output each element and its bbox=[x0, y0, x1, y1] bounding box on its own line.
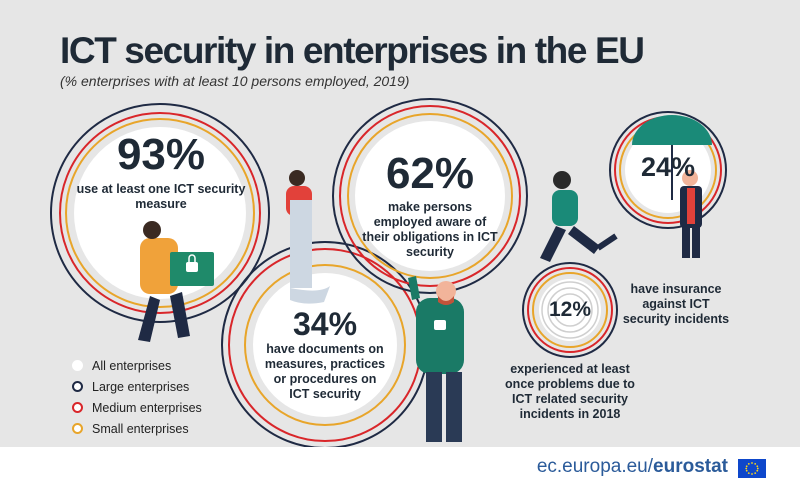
stat-62-desc-line: their obligations in ICT bbox=[362, 230, 498, 244]
stat-62-desc-line: security bbox=[406, 245, 454, 259]
stat-62: 62% make persons employed aware of their… bbox=[360, 152, 500, 260]
stat-34-desc-line: measures, practices bbox=[264, 357, 386, 371]
footer-brand: eurostat bbox=[653, 456, 728, 477]
stat-34: 34% have documents on measures, practice… bbox=[255, 308, 395, 402]
legend-item-all: All enterprises bbox=[72, 355, 202, 376]
legend: All enterprises Large enterprises Medium… bbox=[72, 355, 202, 439]
person-laptop-illustration bbox=[138, 221, 214, 342]
legend-swatch bbox=[72, 381, 83, 392]
footer-site: ec.europa.eu/ bbox=[536, 456, 654, 477]
stat-34-desc-line: or procedures on bbox=[273, 372, 377, 386]
legend-item-small: Small enterprises bbox=[72, 418, 202, 439]
legend-label: Small enterprises bbox=[92, 421, 189, 436]
legend-item-medium: Medium enterprises bbox=[72, 397, 202, 418]
stat-24-desc-line: security incidents bbox=[622, 312, 730, 326]
stat-12-desc-line: incidents in 2018 bbox=[519, 407, 621, 421]
stat-12-desc: experienced at least once problems due t… bbox=[500, 362, 640, 422]
man-lock-illustration bbox=[408, 276, 464, 442]
stat-24: 24% bbox=[640, 154, 696, 181]
stressed-person-illustration bbox=[540, 171, 618, 262]
stat-93-desc-line: measure bbox=[135, 197, 187, 211]
stat-62-value: 62% bbox=[385, 149, 475, 198]
stat-34-desc-line: have documents on bbox=[266, 342, 384, 356]
stat-12-desc-line: once problems due to bbox=[505, 377, 635, 391]
legend-label: Medium enterprises bbox=[92, 400, 202, 415]
legend-item-large: Large enterprises bbox=[72, 376, 202, 397]
woman-scroll-illustration bbox=[286, 170, 330, 304]
bubble-34-rings bbox=[221, 241, 429, 449]
stat-24-desc-line: have insurance bbox=[630, 282, 722, 296]
stat-62-desc-line: employed aware of bbox=[373, 215, 487, 229]
stat-34-value: 34% bbox=[292, 306, 358, 342]
legend-swatch bbox=[72, 360, 83, 371]
stat-93-desc: use at least one ICT security measure bbox=[68, 182, 254, 212]
legend-label: All enterprises bbox=[92, 358, 172, 373]
stat-12-desc-line: ICT related security bbox=[511, 392, 628, 406]
stat-93: 93% use at least one ICT security measur… bbox=[68, 133, 254, 212]
stat-24-value: 24% bbox=[640, 152, 696, 182]
legend-swatch bbox=[72, 423, 83, 434]
stat-62-desc: make persons employed aware of their obl… bbox=[360, 200, 500, 260]
stat-34-desc: have documents on measures, practices or… bbox=[255, 342, 395, 402]
man-umbrella-illustration bbox=[632, 115, 712, 258]
stat-93-desc-line: use at least one ICT security bbox=[76, 182, 246, 196]
stat-24-desc-line: against ICT bbox=[642, 297, 710, 311]
page-subtitle: (% enterprises with at least 10 persons … bbox=[60, 73, 410, 89]
stat-12-desc-line: experienced at least bbox=[510, 362, 630, 376]
legend-label: Large enterprises bbox=[92, 379, 190, 394]
page-title: ICT security in enterprises in the EU bbox=[60, 30, 645, 71]
bubble-12-rings bbox=[522, 262, 618, 358]
legend-swatch bbox=[72, 402, 83, 413]
stat-24-desc: have insurance against ICT security inci… bbox=[620, 282, 732, 327]
stat-12-value: 12% bbox=[548, 298, 592, 321]
eu-flag-icon bbox=[738, 459, 766, 478]
bubble-62-rings bbox=[332, 98, 528, 294]
footer: ec.europa.eu/eurostat bbox=[0, 447, 800, 486]
stat-12: 12% bbox=[545, 299, 595, 320]
stat-93-value: 93% bbox=[116, 130, 206, 179]
eurostat-link[interactable]: ec.europa.eu/eurostat bbox=[537, 456, 728, 478]
stat-62-desc-line: make persons bbox=[387, 200, 473, 214]
stat-34-desc-line: ICT security bbox=[289, 387, 361, 401]
